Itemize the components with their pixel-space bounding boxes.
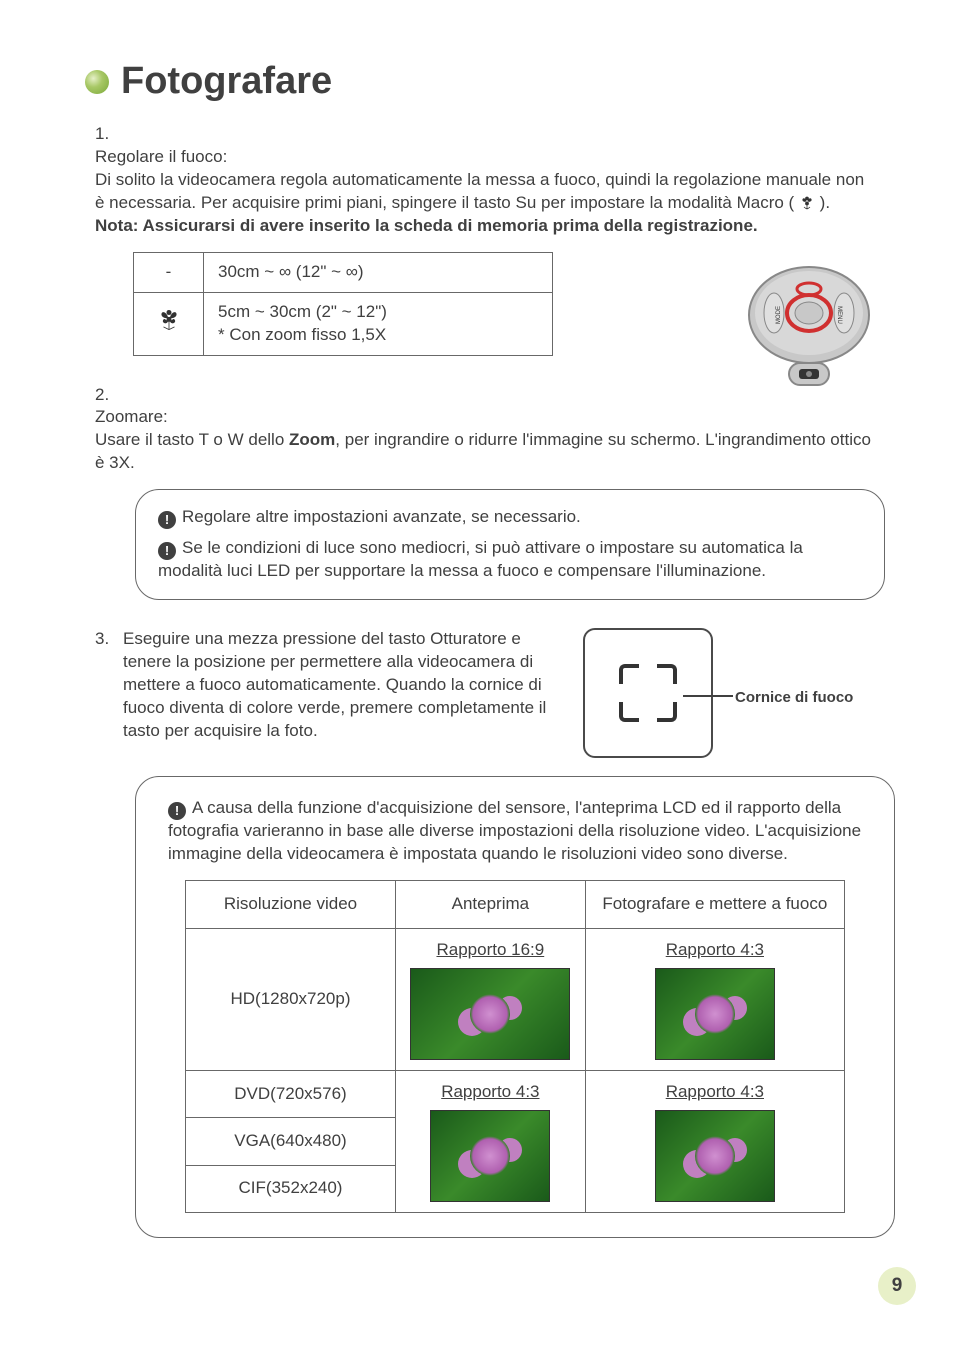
resolution-table: Risoluzione video Anteprima Fotografare … [185, 880, 845, 1213]
section-3-body: Eseguire una mezza pressione del tasto O… [123, 628, 553, 743]
col-header-preview: Anteprima [396, 881, 586, 929]
callout1-line2: Se le condizioni di luce sono mediocri, … [158, 538, 803, 580]
section-1-note: Nota: Assicurarsi di avere inserito la s… [95, 216, 758, 235]
col-header-resolution: Risoluzione video [186, 881, 396, 929]
section-2-number: 2. [95, 384, 123, 407]
focus-normal-range: 30cm ~ ∞ (12" ~ ∞) [204, 252, 553, 292]
menu-label: MENU [836, 306, 842, 324]
macro-flower-icon [158, 309, 180, 331]
section-3: 3. Eseguire una mezza pressione del tast… [95, 628, 899, 758]
flower-image-square [655, 968, 775, 1060]
ratio-43-label: Rapporto 4:3 [594, 1081, 836, 1104]
warning-icon: ! [168, 802, 186, 820]
flower-image-square [655, 1110, 775, 1202]
res-dvd: DVD(720x576) [186, 1070, 396, 1117]
preview-hd: Rapporto 16:9 [396, 929, 586, 1071]
ratio-43-label: Rapporto 4:3 [404, 1081, 577, 1104]
mode-label: MODE [776, 306, 782, 324]
page-number: 9 [878, 1267, 916, 1305]
section-1: 1. Regolare il fuoco: Di solito la video… [95, 123, 899, 238]
flower-image-square [430, 1110, 550, 1202]
section-2-zoom-word: Zoom [289, 430, 335, 449]
res-cif: CIF(352x240) [186, 1165, 396, 1212]
control-dial-illustration: MODE MENU [734, 265, 884, 395]
section-2: 2. Zoomare: Usare il tasto T o W dello Z… [95, 384, 899, 476]
info-callout-1: ! Regolare altre impostazioni avanzate, s… [135, 489, 885, 600]
res-hd: HD(1280x720p) [186, 929, 396, 1071]
preview-sd: Rapporto 4:3 [396, 1070, 586, 1212]
flower-image-wide [410, 968, 570, 1060]
table-row: - 30cm ~ ∞ (12" ~ ∞) [134, 252, 553, 292]
col-header-capture: Fotografare e mettere a fuoco [585, 881, 844, 929]
section-1-body-after: ). [820, 193, 830, 212]
section-1-number: 1. [95, 123, 123, 146]
focus-frame-label: Cornice di fuoco [735, 688, 853, 708]
table-header-row: Risoluzione video Anteprima Fotografare … [186, 881, 845, 929]
res-vga: VGA(640x480) [186, 1118, 396, 1165]
section-2-heading: Zoomare: [95, 407, 168, 426]
table-row: HD(1280x720p) Rapporto 16:9 Rapporto 4:3 [186, 929, 845, 1071]
info-callout-2: !A causa della funzione d'acquisizione d… [135, 776, 895, 1238]
table-row: 5cm ~ 30cm (2" ~ 12") * Con zoom fisso 1… [134, 292, 553, 355]
focus-macro-line1: 5cm ~ 30cm (2" ~ 12") [218, 302, 387, 321]
callout2-text: A causa della funzione d'acquisizione de… [168, 798, 861, 863]
warning-icon: ! [158, 511, 176, 529]
macro-flower-icon [799, 195, 815, 211]
table-row: DVD(720x576) Rapporto 4:3 Rapporto 4:3 [186, 1070, 845, 1117]
focus-distance-table: - 30cm ~ ∞ (12" ~ ∞) 5cm ~ 30cm (2" ~ 12… [133, 252, 553, 356]
page-title: Fotografare [121, 60, 332, 103]
focus-macro-line2: * Con zoom fisso 1,5X [218, 325, 386, 344]
callout1-line1: Regolare altre impostazioni avanzate, se… [182, 507, 581, 526]
focus-macro-range: 5cm ~ 30cm (2" ~ 12") * Con zoom fisso 1… [204, 292, 553, 355]
section-2-body-pre: Usare il tasto T o W dello [95, 430, 289, 449]
capture-sd: Rapporto 4:3 [585, 1070, 844, 1212]
ratio-43-label: Rapporto 4:3 [594, 939, 836, 962]
focus-normal-icon-cell: - [134, 252, 204, 292]
section-1-body: Di solito la videocamera regola automati… [95, 170, 864, 212]
focus-frame-illustration: Cornice di fuoco [583, 628, 713, 758]
ratio-169-label: Rapporto 16:9 [404, 939, 577, 962]
section-1-heading: Regolare il fuoco: [95, 147, 227, 166]
title-bullet-icon [85, 70, 109, 94]
focus-macro-icon-cell [134, 292, 204, 355]
warning-icon: ! [158, 542, 176, 560]
capture-hd: Rapporto 4:3 [585, 929, 844, 1071]
section-3-number: 3. [95, 628, 123, 743]
page-title-row: Fotografare [85, 60, 899, 103]
